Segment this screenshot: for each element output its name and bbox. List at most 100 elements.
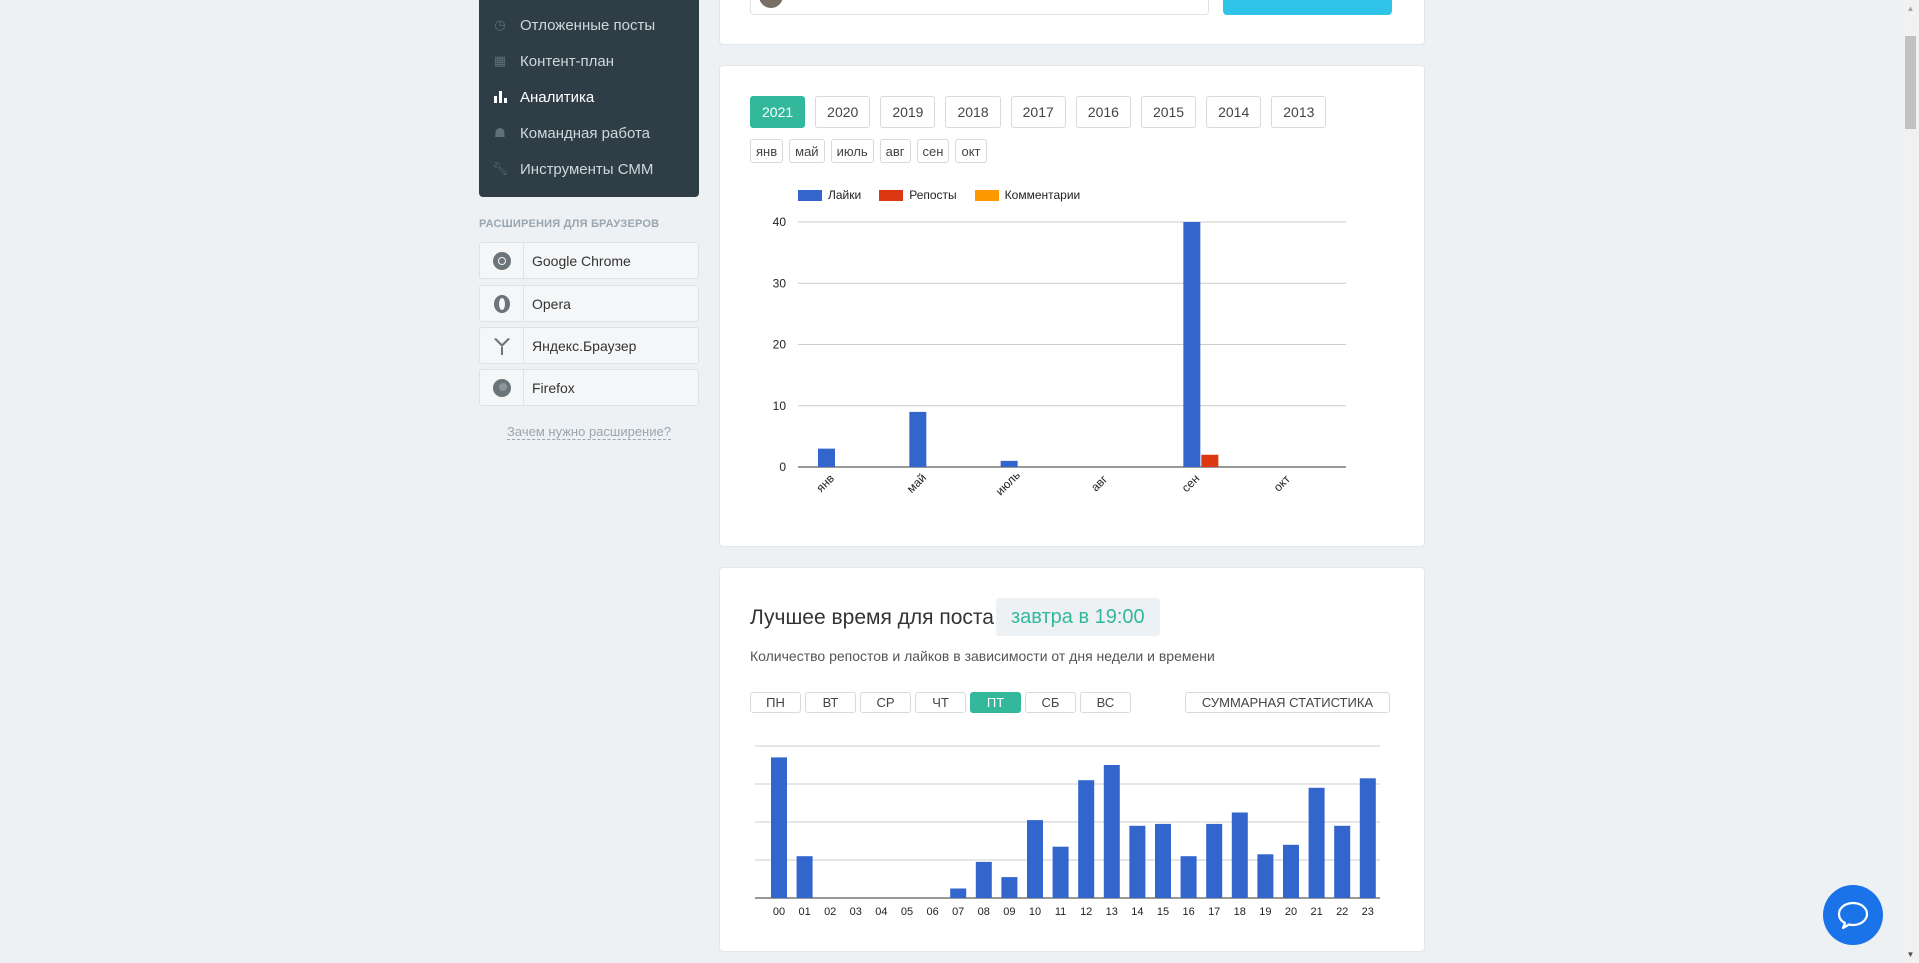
hour-label: 15 <box>1157 906 1169 918</box>
legend-likes[interactable]: Лайки <box>798 188 861 202</box>
hour-label: 13 <box>1106 906 1118 918</box>
hour-bar <box>796 856 813 898</box>
legend-swatch <box>879 189 904 201</box>
scroll-thumb[interactable] <box>1905 36 1916 129</box>
sidebar-item-content-plan[interactable]: ▦ Контент-план <box>479 43 699 79</box>
hour-label: 09 <box>1003 906 1015 918</box>
year-2021[interactable]: 2021 <box>750 96 806 128</box>
hour-label: 00 <box>773 906 785 918</box>
y-tick-label: 30 <box>773 276 787 290</box>
y-tick-label: 0 <box>779 460 786 474</box>
scroll-up-icon[interactable]: ▲ <box>1906 4 1915 13</box>
chart-legend: Лайки Репосты Комментарии <box>798 188 1080 202</box>
hour-label: 04 <box>875 906 887 918</box>
hour-bar <box>1180 856 1197 898</box>
day-sat[interactable]: СБ <box>1025 692 1076 713</box>
day-fri[interactable]: ПТ <box>970 692 1021 713</box>
page-scrollbar[interactable]: ▲ ▼ <box>1902 0 1919 963</box>
extension-chrome[interactable]: Google Chrome <box>479 242 699 279</box>
summary-stats-button[interactable]: СУММАРНАЯ СТАТИСТИКА <box>1185 692 1390 713</box>
bar-Лайки <box>818 448 835 467</box>
year-2018[interactable]: 2018 <box>945 96 1001 128</box>
x-tick-label: май <box>904 471 929 496</box>
legend-swatch <box>974 189 999 201</box>
month-sep[interactable]: сен <box>916 139 950 163</box>
hour-label: 05 <box>901 906 913 918</box>
hour-bar <box>1129 825 1146 898</box>
extension-firefox[interactable]: Firefox <box>479 369 699 406</box>
x-tick-label: июль <box>993 468 1023 498</box>
post-input[interactable] <box>750 0 1209 15</box>
hour-label: 19 <box>1259 906 1271 918</box>
y-tick-label: 10 <box>773 399 787 413</box>
best-time-card: Лучшее время для поста завтра в 19:00 Ко… <box>719 567 1425 952</box>
yandex-browser-icon <box>480 328 524 363</box>
sidebar-item-label: Инструменты СММ <box>520 160 654 178</box>
x-tick-label: сен <box>1179 471 1203 495</box>
sidebar-item-teamwork[interactable]: ☗ Командная работа <box>479 115 699 151</box>
clock-icon: ◷ <box>494 17 506 32</box>
year-selector: 2021 2020 2019 2018 2017 2016 2015 2014 … <box>750 96 1327 128</box>
team-icon: ☗ <box>494 125 506 140</box>
hour-bar <box>1052 846 1069 898</box>
month-jan[interactable]: янв <box>750 139 784 163</box>
year-2017[interactable]: 2017 <box>1010 96 1066 128</box>
month-may[interactable]: май <box>789 139 825 163</box>
bar-Лайки <box>1000 460 1018 467</box>
hour-label: 16 <box>1182 906 1194 918</box>
sidebar-item-analytics[interactable]: Аналитика <box>479 79 699 115</box>
hour-bar <box>975 861 992 898</box>
hour-bar <box>1103 765 1120 898</box>
hour-label: 21 <box>1310 906 1322 918</box>
hour-label: 02 <box>824 906 836 918</box>
legend-comments[interactable]: Комментарии <box>974 188 1080 202</box>
day-sun[interactable]: ВС <box>1080 692 1131 713</box>
extension-label: Opera <box>532 295 571 312</box>
year-2015[interactable]: 2015 <box>1140 96 1197 128</box>
year-2019[interactable]: 2019 <box>880 96 936 128</box>
extension-opera[interactable]: Opera <box>479 285 699 322</box>
hourly-activity-chart: 00 01 02 03 04 05 06 07 08 09 10 11 12 13 14 15 16 17 18 19… <box>755 745 1380 918</box>
day-tue[interactable]: ВТ <box>805 692 856 713</box>
day-mon[interactable]: ПН <box>750 692 801 713</box>
publish-button[interactable] <box>1223 0 1392 15</box>
month-oct[interactable]: окт <box>955 139 987 163</box>
day-wed[interactable]: СР <box>860 692 911 713</box>
hour-label: 03 <box>850 906 862 918</box>
hour-bar <box>1206 823 1223 898</box>
year-2016[interactable]: 2016 <box>1075 96 1131 128</box>
why-extension-link[interactable]: Зачем нужно расширение? <box>507 424 671 440</box>
year-2013[interactable]: 2013 <box>1271 96 1327 128</box>
avatar <box>759 0 783 8</box>
sidebar-item-scheduled-posts[interactable]: ◷ Отложенные посты <box>479 7 699 43</box>
extension-yandex[interactable]: Яндекс.Браузер <box>479 327 699 364</box>
best-time-subtitle: Количество репостов и лайков в зависимос… <box>750 648 1215 664</box>
extension-label: Google Chrome <box>532 252 631 269</box>
hour-bar <box>1308 787 1325 898</box>
chat-bubble-icon <box>1837 901 1869 930</box>
chat-button[interactable] <box>1823 885 1883 945</box>
wrench-icon: 🔧︎ <box>491 161 509 176</box>
hour-label: 10 <box>1029 906 1041 918</box>
hour-label: 07 <box>952 906 964 918</box>
hour-bar <box>950 888 967 898</box>
year-2014[interactable]: 2014 <box>1206 96 1262 128</box>
month-jul[interactable]: июль <box>830 139 874 163</box>
sidebar-item-smm-tools[interactable]: 🔧︎ Инструменты СММ <box>479 151 699 187</box>
hour-bar <box>1283 844 1299 898</box>
legend-swatch <box>798 189 822 201</box>
month-aug[interactable]: авг <box>879 139 911 163</box>
analytics-card: 2021 2020 2019 2018 2017 2016 2015 2014 … <box>719 65 1425 547</box>
hour-label: 22 <box>1336 906 1348 918</box>
firefox-icon <box>480 370 524 405</box>
hour-label: 11 <box>1055 906 1066 918</box>
sidebar-item-label: Отложенные посты <box>520 16 656 34</box>
hour-label: 08 <box>978 906 990 918</box>
year-2020[interactable]: 2020 <box>815 96 871 128</box>
scroll-down-icon[interactable]: ▼ <box>1906 950 1915 959</box>
legend-reposts[interactable]: Репосты <box>879 188 957 202</box>
hour-bar <box>1334 825 1351 898</box>
day-thu[interactable]: ЧТ <box>915 692 966 713</box>
bar-chart-icon <box>493 90 507 104</box>
hour-label: 20 <box>1285 906 1297 918</box>
